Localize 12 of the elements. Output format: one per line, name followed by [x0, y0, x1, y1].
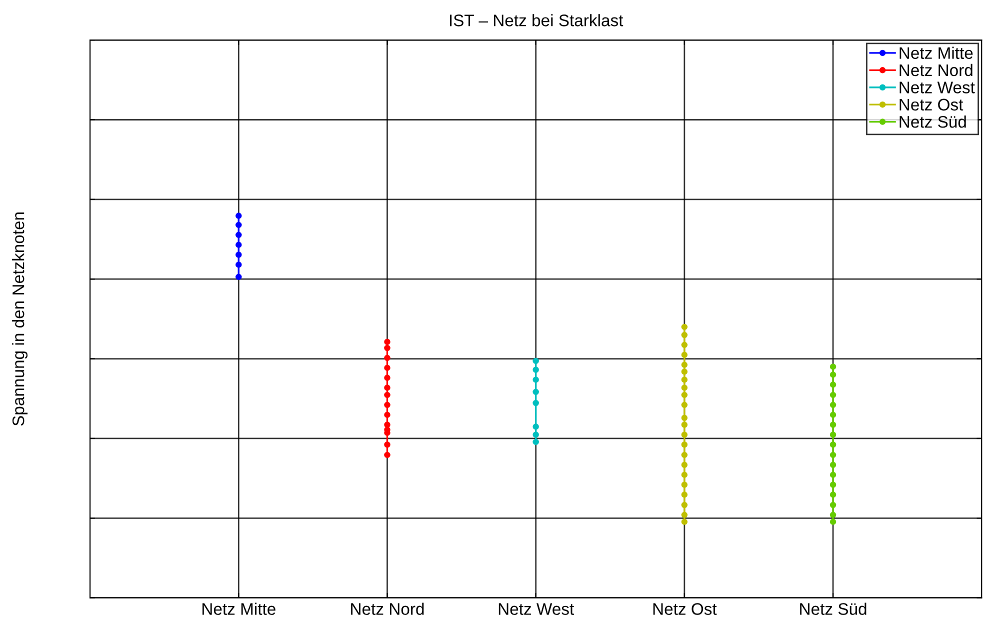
x-tick-label: Netz Mitte	[202, 602, 276, 615]
legend-label: Netz West	[900, 82, 975, 94]
y-axis-title: Spannung in den Netzknoten	[12, 212, 28, 426]
legend-label: Netz Mitte	[900, 46, 973, 59]
chart-title: IST – Netz bei Starklast	[450, 14, 624, 26]
x-tick-label: Netz Süd	[800, 602, 866, 615]
x-tick-label: Netz West	[498, 603, 574, 615]
x-tick-label: Netz Nord	[351, 602, 424, 615]
legend-label: Netz Nord	[900, 64, 972, 76]
legend-label: Netz Süd	[900, 116, 966, 128]
legend-label: Netz Ost	[900, 98, 964, 111]
x-tick-label: Netz Ost	[653, 603, 717, 615]
